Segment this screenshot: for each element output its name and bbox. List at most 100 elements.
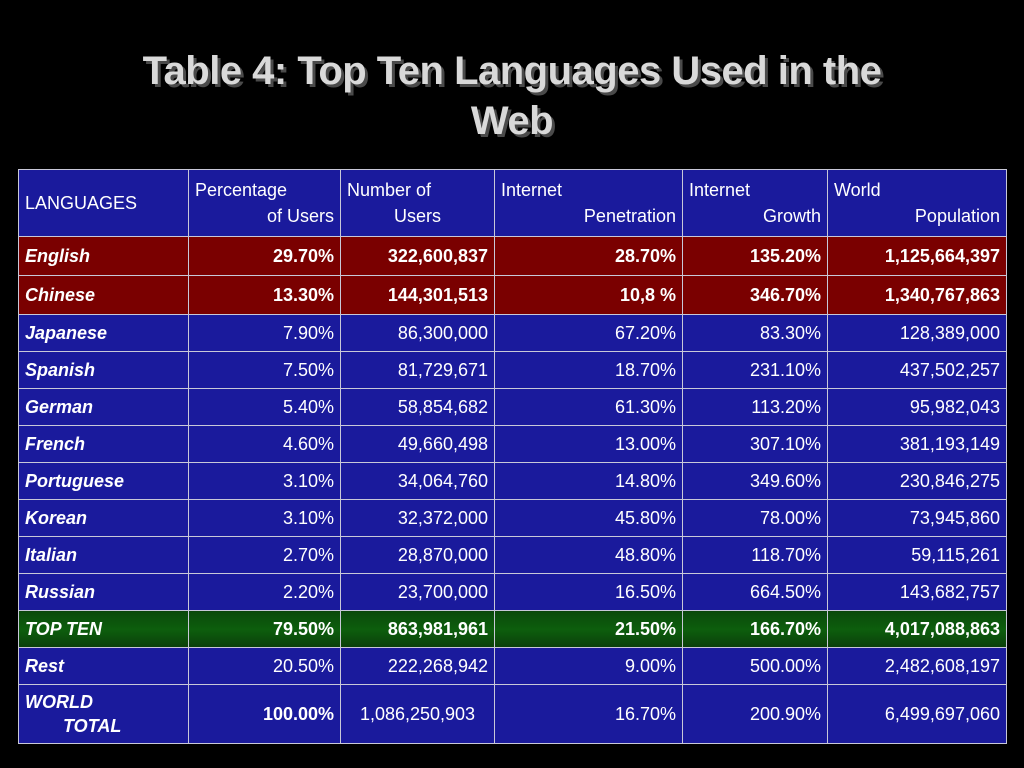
cell-users: 34,064,760	[340, 462, 495, 500]
cell-language: Italian	[18, 536, 189, 574]
cell-language: French	[18, 425, 189, 463]
cell-users: 863,981,961	[340, 610, 495, 648]
cell-penetration: 16.50%	[494, 573, 683, 611]
cell-growth: 200.90%	[682, 684, 828, 744]
cell-percentage: 13.30%	[188, 275, 341, 315]
cell-language: English	[18, 236, 189, 276]
cell-language: Portuguese	[18, 462, 189, 500]
cell-population: 381,193,149	[827, 425, 1007, 463]
cell-users: 32,372,000	[340, 499, 495, 537]
cell-users: 322,600,837	[340, 236, 495, 276]
cell-users: 23,700,000	[340, 573, 495, 611]
cell-language: Korean	[18, 499, 189, 537]
cell-growth: 307.10%	[682, 425, 828, 463]
cell-population: 1,125,664,397	[827, 236, 1007, 276]
table-row-english: English 29.70% 322,600,837 28.70% 135.20…	[18, 236, 1007, 276]
cell-percentage: 7.90%	[188, 314, 341, 352]
cell-population: 437,502,257	[827, 351, 1007, 389]
cell-growth: 346.70%	[682, 275, 828, 315]
header-penetration-line1: Internet	[501, 180, 563, 200]
header-growth-line2: Growth	[762, 206, 821, 226]
table-header-row: LANGUAGES Percentage of Users Number of …	[18, 169, 1007, 237]
cell-penetration: 9.00%	[494, 647, 683, 685]
cell-growth: 664.50%	[682, 573, 828, 611]
cell-percentage: 2.20%	[188, 573, 341, 611]
cell-penetration: 16.70%	[494, 684, 683, 744]
table-row-spanish: Spanish 7.50% 81,729,671 18.70% 231.10% …	[18, 351, 1007, 389]
header-percentage-line2: of Users	[266, 206, 334, 226]
table-row-chinese: Chinese 13.30% 144,301,513 10,8 % 346.70…	[18, 275, 1007, 315]
cell-penetration: 14.80%	[494, 462, 683, 500]
cell-growth: 83.30%	[682, 314, 828, 352]
cell-users: 28,870,000	[340, 536, 495, 574]
cell-growth: 349.60%	[682, 462, 828, 500]
table-row-german: German 5.40% 58,854,682 61.30% 113.20% 9…	[18, 388, 1007, 426]
table-row-world-total: WORLD TOTAL 100.00% 1,086,250,903 16.70%…	[18, 684, 1007, 744]
cell-penetration: 10,8 %	[494, 275, 683, 315]
cell-population: 73,945,860	[827, 499, 1007, 537]
table-row-russian: Russian 2.20% 23,700,000 16.50% 664.50% …	[18, 573, 1007, 611]
cell-population: 128,389,000	[827, 314, 1007, 352]
cell-penetration: 21.50%	[494, 610, 683, 648]
cell-percentage: 2.70%	[188, 536, 341, 574]
cell-growth: 166.70%	[682, 610, 828, 648]
cell-population: 95,982,043	[827, 388, 1007, 426]
cell-growth: 118.70%	[682, 536, 828, 574]
cell-language: Japanese	[18, 314, 189, 352]
cell-percentage: 3.10%	[188, 499, 341, 537]
cell-growth: 135.20%	[682, 236, 828, 276]
cell-language: Spanish	[18, 351, 189, 389]
cell-penetration: 67.20%	[494, 314, 683, 352]
cell-users: 81,729,671	[340, 351, 495, 389]
cell-users: 58,854,682	[340, 388, 495, 426]
title-line-1: Table 4: Top Ten Languages Used in the	[142, 49, 882, 93]
cell-language: Russian	[18, 573, 189, 611]
header-world-population: World Population	[827, 169, 1007, 237]
cell-language: Rest	[18, 647, 189, 685]
table-row-french: French 4.60% 49,660,498 13.00% 307.10% 3…	[18, 425, 1007, 463]
cell-growth: 78.00%	[682, 499, 828, 537]
cell-penetration: 28.70%	[494, 236, 683, 276]
cell-penetration: 48.80%	[494, 536, 683, 574]
cell-language: Chinese	[18, 275, 189, 315]
table-row-rest: Rest 20.50% 222,268,942 9.00% 500.00% 2,…	[18, 647, 1007, 685]
cell-language: WORLD TOTAL	[18, 684, 189, 744]
header-percentage-line1: Percentage	[195, 180, 288, 200]
table-row-korean: Korean 3.10% 32,372,000 45.80% 78.00% 73…	[18, 499, 1007, 537]
header-growth-line1: Internet	[689, 180, 751, 200]
table-row-top-ten: TOP TEN 79.50% 863,981,961 21.50% 166.70…	[18, 610, 1007, 648]
cell-penetration: 45.80%	[494, 499, 683, 537]
header-languages: LANGUAGES	[18, 169, 189, 237]
languages-table: LANGUAGES Percentage of Users Number of …	[18, 169, 1007, 744]
table-row-portuguese: Portuguese 3.10% 34,064,760 14.80% 349.6…	[18, 462, 1007, 500]
header-number-line2: Users	[393, 206, 441, 226]
cell-language-line1: WORLD	[25, 692, 93, 712]
cell-users: 1,086,250,903	[340, 684, 495, 744]
cell-users: 144,301,513	[340, 275, 495, 315]
cell-population: 230,846,275	[827, 462, 1007, 500]
cell-percentage: 29.70%	[188, 236, 341, 276]
cell-population: 143,682,757	[827, 573, 1007, 611]
title-line-2: Web	[470, 99, 554, 143]
header-internet-penetration: Internet Penetration	[494, 169, 683, 237]
table-row-japanese: Japanese 7.90% 86,300,000 67.20% 83.30% …	[18, 314, 1007, 352]
cell-percentage: 20.50%	[188, 647, 341, 685]
cell-population: 1,340,767,863	[827, 275, 1007, 315]
cell-percentage: 100.00%	[188, 684, 341, 744]
header-penetration-line2: Penetration	[583, 206, 676, 226]
cell-growth: 113.20%	[682, 388, 828, 426]
header-percentage: Percentage of Users	[188, 169, 341, 237]
cell-penetration: 18.70%	[494, 351, 683, 389]
cell-percentage: 7.50%	[188, 351, 341, 389]
slide-title: Table 4: Top Ten Languages Used in the W…	[0, 46, 1024, 146]
cell-users: 86,300,000	[340, 314, 495, 352]
cell-population: 2,482,608,197	[827, 647, 1007, 685]
cell-percentage: 4.60%	[188, 425, 341, 463]
cell-users: 49,660,498	[340, 425, 495, 463]
table-row-italian: Italian 2.70% 28,870,000 48.80% 118.70% …	[18, 536, 1007, 574]
cell-language-line2: TOTAL	[63, 716, 122, 736]
cell-language: German	[18, 388, 189, 426]
cell-language: TOP TEN	[18, 610, 189, 648]
header-number-line1: Number of	[347, 180, 432, 200]
header-population-line1: World	[834, 180, 881, 200]
